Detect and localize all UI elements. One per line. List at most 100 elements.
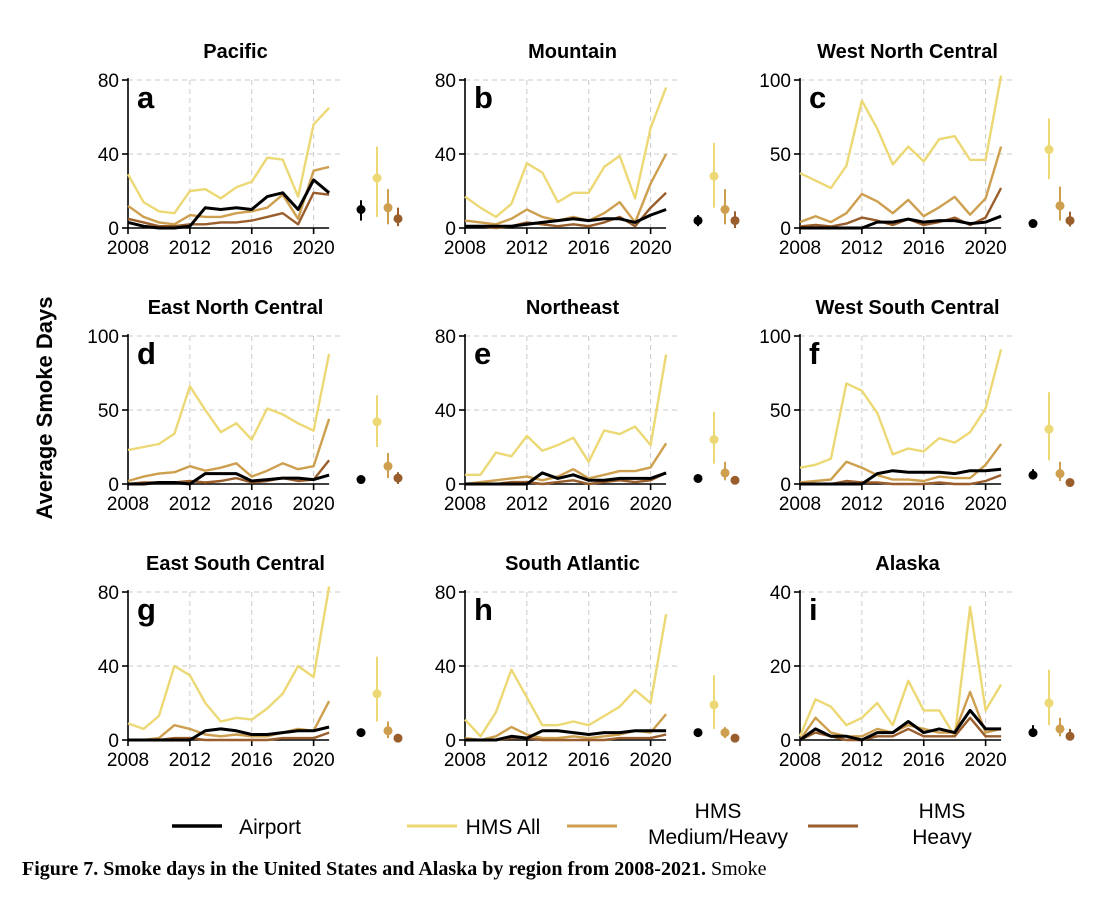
summary-point-hms_medium_heavy [1055,469,1065,479]
y-tick-label: 0 [445,475,456,496]
panel-f: 0 50 100 2008 2012 2016 2020 West South Central… [759,297,1075,515]
x-tick-label: 2012 [506,750,548,771]
x-tick-label: 2020 [964,494,1006,515]
y-tick-label: 40 [98,657,119,678]
series-line-airport [800,467,1002,486]
summary-point-hms_medium_heavy [1055,201,1065,211]
panel-letter: a [137,80,155,115]
series-line-hms_all [465,354,668,476]
panel-title: West North Central [817,41,998,63]
legend-item-hms_medium_heavy: HMS Medium/Heavy [567,800,789,849]
panel-title: West South Central [815,297,999,319]
x-tick-label: 2016 [903,494,945,515]
summary-point-airport [356,728,366,738]
y-tick-label: 0 [108,731,119,752]
series-line-hms_all [799,75,1003,190]
summary-point-hms_all [1044,698,1054,708]
series-line-airport [465,208,667,228]
caption-rest: Smoke [705,858,767,880]
y-tick-label: 40 [435,145,456,166]
x-tick-label: 2012 [841,750,883,771]
y-tick-label: 40 [770,583,791,604]
series-line-hms_medium_heavy [127,165,330,226]
y-tick-label: 0 [780,475,791,496]
panel-title: East South Central [146,553,325,575]
x-tick-label: 2008 [107,494,149,515]
y-tick-label: 80 [435,327,456,348]
series-line-hms_heavy [127,191,330,228]
y-tick-label: 20 [770,657,791,678]
panel-e: 0 40 80 2008 2012 2016 2020 Northeast e [435,297,740,515]
summary-point-airport [1028,219,1038,229]
series-line-airport [799,708,1002,742]
summary-point-hms_heavy [393,733,403,743]
summary-point-hms_all [1044,145,1054,155]
summary-point-airport [356,205,366,214]
x-tick-label: 2016 [903,238,945,259]
summary-point-airport [1028,470,1038,480]
x-tick-label: 2016 [903,750,945,771]
y-tick-label: 80 [435,583,456,604]
series-line-hms_all [127,353,331,452]
series-line-hms_medium_heavy [127,418,331,483]
x-tick-label: 2008 [779,750,821,771]
panel-b: 0 40 80 2008 2012 2016 2020 Mountain b [435,41,740,259]
x-tick-label: 2016 [568,750,610,771]
x-tick-label: 2008 [107,750,149,771]
series-line-airport [465,471,667,486]
summary-point-hms_medium_heavy [720,728,730,738]
panel-title: Pacific [203,41,267,63]
panel-title: Northeast [526,297,620,319]
legend-label: Airport [239,816,301,839]
summary-point-hms_all [1044,424,1054,434]
panel-title: Mountain [528,41,617,63]
summary-point-hms_medium_heavy [1055,724,1065,734]
panel-letter: c [809,80,826,115]
summary-point-hms_heavy [730,475,740,485]
y-tick-label: 0 [780,219,791,240]
x-tick-label: 2020 [292,238,334,259]
summary-point-hms_medium_heavy [383,203,393,213]
summary-point-hms_medium_heavy [720,468,730,478]
series-line-hms_all [799,348,1003,469]
x-tick-label: 2012 [169,750,211,771]
y-tick-label: 100 [759,327,791,348]
x-tick-label: 2016 [231,494,273,515]
legend-label: HMS [695,800,742,823]
panel-letter: h [474,592,493,627]
x-tick-label: 2012 [169,494,211,515]
x-tick-label: 2008 [444,750,486,771]
x-tick-label: 2008 [779,238,821,259]
summary-point-hms_heavy [393,473,403,483]
summary-point-hms_all [709,435,719,445]
panel-letter: g [137,592,156,627]
summary-point-hms_all [709,700,719,710]
summary-point-hms_heavy [1065,731,1075,741]
series-line-airport [128,725,330,742]
y-tick-label: 0 [780,731,791,752]
y-tick-label: 0 [108,475,119,496]
summary-point-hms_heavy [1065,216,1075,226]
series-line-hms_all [127,586,331,731]
y-tick-label: 40 [98,145,119,166]
series-line-hms_all [126,106,330,215]
x-tick-label: 2012 [841,494,883,515]
y-tick-label: 50 [770,401,791,422]
panel-letter: f [809,336,820,371]
x-tick-label: 2008 [444,494,486,515]
y-tick-label: 80 [98,583,119,604]
x-tick-label: 2016 [568,494,610,515]
series-line-hms_medium_heavy [799,146,1003,224]
x-tick-label: 2020 [292,494,334,515]
series-line-hms_medium_heavy [464,442,668,486]
figure-caption: Figure 7. Smoke days in the United State… [22,858,1112,881]
y-tick-label: 0 [108,219,119,240]
x-tick-label: 2020 [964,750,1006,771]
x-tick-label: 2016 [231,750,273,771]
series-line-hms_medium_heavy [464,713,668,742]
summary-point-airport [1028,728,1038,738]
x-tick-label: 2012 [506,238,548,259]
summary-point-hms_all [709,171,719,181]
panel-letter: i [809,592,818,627]
summary-point-hms_heavy [393,214,403,224]
